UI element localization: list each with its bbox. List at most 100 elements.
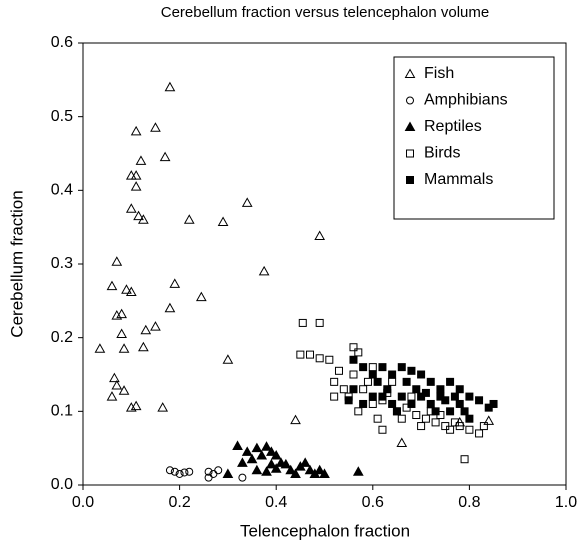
circle-point	[175, 469, 184, 478]
square-point	[397, 392, 406, 401]
triangle-point	[314, 464, 326, 475]
square-point	[349, 355, 358, 364]
square-point	[412, 385, 421, 394]
square-point	[441, 396, 450, 405]
triangle-point	[118, 385, 130, 395]
square-point	[431, 418, 440, 427]
triangle-point	[299, 457, 311, 467]
triangle-point	[130, 400, 142, 411]
circle-point	[204, 467, 213, 476]
triangle-point	[138, 341, 149, 352]
square-point	[359, 385, 368, 394]
square-point	[363, 377, 372, 386]
x-tick-label: 0.0	[72, 494, 94, 511]
circle-point	[214, 466, 223, 475]
triangle-point	[404, 121, 416, 131]
triangle-point	[454, 416, 466, 427]
triangle-point	[130, 170, 142, 180]
x-tick-label: 0.8	[458, 494, 480, 511]
triangle-point	[217, 216, 229, 227]
triangle-point	[159, 151, 171, 162]
circle-point	[165, 466, 174, 475]
y-tick-label: 0.2	[51, 329, 73, 346]
square-point	[378, 425, 387, 434]
square-point	[421, 388, 430, 397]
square-point	[436, 385, 445, 394]
square-point	[465, 392, 474, 401]
y-tick-label: 0.3	[51, 255, 73, 272]
square-point	[359, 399, 368, 408]
square-point	[330, 392, 339, 401]
square-point	[388, 377, 397, 386]
triangle-point	[164, 81, 176, 92]
square-point	[378, 392, 387, 401]
square-point	[407, 392, 416, 401]
square-point	[475, 396, 484, 405]
triangle-point	[94, 343, 106, 353]
square-point	[315, 318, 324, 327]
triangle-point	[133, 210, 144, 221]
triangle-point	[116, 308, 127, 319]
square-point	[407, 366, 416, 375]
square-point	[446, 377, 455, 386]
triangle-point	[290, 414, 301, 425]
square-point	[388, 399, 397, 408]
square-point	[407, 399, 416, 408]
legend-label: Reptiles	[424, 118, 482, 135]
triangle-point	[246, 453, 258, 464]
square-point	[397, 414, 406, 423]
triangle-point	[111, 380, 123, 390]
triangle-point	[109, 372, 120, 383]
square-point	[368, 392, 377, 401]
triangle-point	[404, 68, 416, 78]
square-point	[368, 363, 377, 372]
y-tick-label: 0.5	[51, 108, 73, 125]
x-axis-label: Telencephalon fraction	[240, 521, 410, 540]
y-tick-label: 0.4	[51, 182, 73, 199]
triangle-point	[195, 291, 207, 302]
square-point	[354, 407, 363, 416]
circle-point	[180, 468, 189, 477]
square-point	[368, 370, 377, 379]
x-tick-label: 0.2	[168, 494, 190, 511]
square-point	[479, 422, 488, 431]
square-point	[344, 396, 353, 405]
square-point	[421, 414, 430, 423]
square-point	[426, 399, 435, 408]
triangle-point	[314, 230, 326, 241]
triangle-point	[183, 214, 195, 224]
square-point	[446, 425, 455, 434]
triangle-point	[241, 446, 253, 456]
triangle-point	[270, 450, 282, 460]
triangle-point	[150, 321, 161, 331]
triangle-point	[396, 437, 408, 448]
square-point	[373, 377, 382, 386]
square-point	[378, 363, 387, 372]
triangle-point	[258, 265, 270, 276]
triangle-point	[304, 464, 316, 475]
triangle-point	[125, 286, 137, 296]
triangle-point	[319, 468, 330, 478]
square-point	[359, 363, 368, 372]
triangle-point	[237, 457, 248, 467]
square-point	[412, 411, 421, 420]
circle-point	[238, 473, 247, 482]
square-point	[388, 370, 397, 379]
x-tick-label: 0.6	[362, 494, 384, 511]
square-point	[298, 318, 307, 327]
legend-label: Birds	[424, 145, 460, 162]
triangle-point	[261, 466, 272, 476]
square-point	[417, 422, 426, 431]
triangle-point	[111, 256, 123, 266]
y-axis-label: Cerebellum fraction	[7, 190, 26, 337]
triangle-point	[222, 468, 234, 478]
triangle-point	[138, 214, 149, 224]
x-tick-label: 0.4	[265, 494, 287, 511]
square-point	[446, 407, 455, 416]
triangle-point	[169, 278, 181, 288]
square-point	[315, 354, 324, 363]
square-point	[465, 414, 474, 423]
square-point	[383, 385, 392, 394]
square-point	[460, 407, 469, 416]
